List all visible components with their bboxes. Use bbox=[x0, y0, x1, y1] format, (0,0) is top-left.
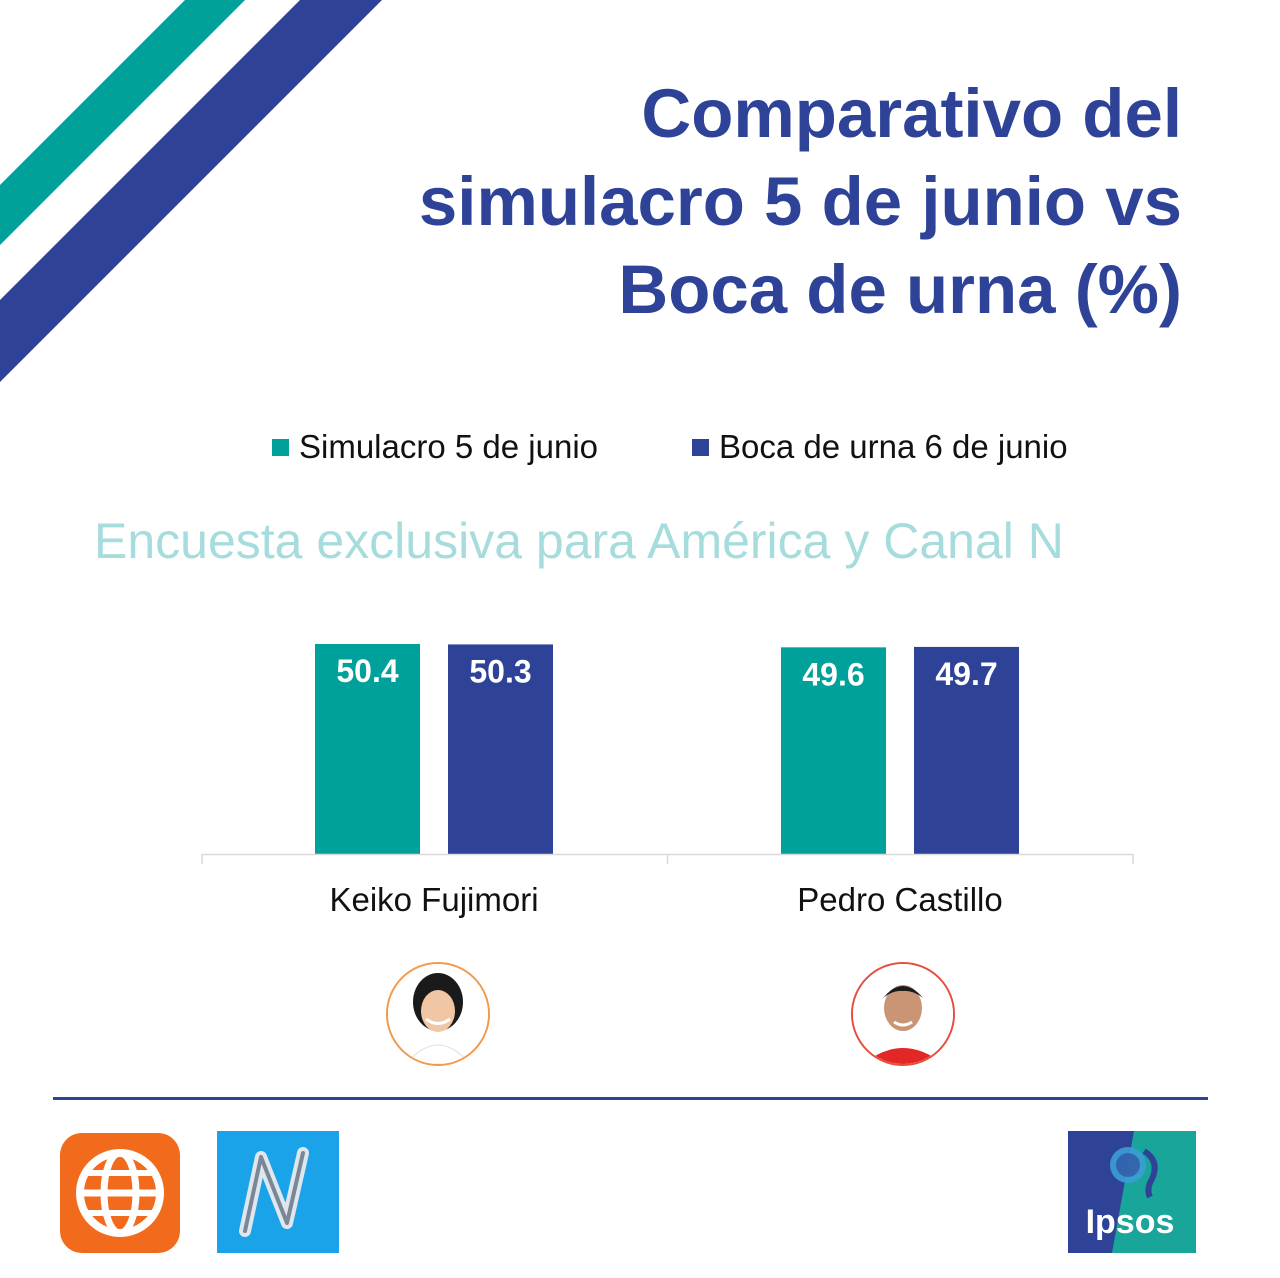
chart-title: Comparativo del simulacro 5 de junio vs … bbox=[282, 70, 1182, 334]
data-label: 49.7 bbox=[935, 656, 997, 692]
legend-item-boca-de-urna: Boca de urna 6 de junio bbox=[692, 428, 1068, 466]
decorative-stripes bbox=[0, 0, 382, 382]
globe-icon bbox=[60, 1133, 180, 1253]
teal-stripe bbox=[0, 0, 245, 245]
title-line-2: simulacro 5 de junio vs bbox=[418, 163, 1182, 240]
bar-chart: 50.4 50.3 Keiko Fujimori 49.6 49.7 Pedro Cast… bbox=[201, 644, 1134, 918]
candidate-portrait-icon bbox=[851, 962, 955, 1066]
data-label: 49.6 bbox=[802, 656, 864, 692]
bar-simulacro-fujimori bbox=[315, 644, 420, 854]
legend-label-boca-de-urna: Boca de urna 6 de junio bbox=[719, 428, 1068, 465]
canal-n-logo bbox=[217, 1131, 339, 1258]
ipsos-logo: Ipsos bbox=[1068, 1131, 1196, 1258]
bar-simulacro-castillo bbox=[781, 647, 886, 854]
legend-label-simulacro: Simulacro 5 de junio bbox=[299, 428, 598, 465]
x-tick-label: Pedro Castillo bbox=[797, 881, 1002, 918]
x-tick-label: Keiko Fujimori bbox=[329, 881, 538, 918]
legend-swatch-boca-de-urna bbox=[692, 438, 709, 456]
ipsos-wordmark: Ipsos bbox=[1086, 1203, 1175, 1241]
chart-legend: Simulacro 5 de junio Boca de urna 6 de j… bbox=[0, 428, 1280, 472]
data-label: 50.3 bbox=[469, 653, 531, 689]
footer-divider bbox=[53, 1097, 1208, 1100]
america-logo bbox=[58, 1131, 182, 1260]
n-letter-icon bbox=[217, 1131, 339, 1253]
title-line-3: Boca de urna (%) bbox=[618, 251, 1182, 328]
subtitle: Encuesta exclusiva para América y Canal … bbox=[94, 513, 1064, 569]
legend-swatch-simulacro bbox=[272, 438, 289, 456]
navy-stripe bbox=[0, 0, 382, 382]
legend-item-simulacro: Simulacro 5 de junio bbox=[272, 428, 598, 466]
candidate-portrait-icon bbox=[386, 962, 490, 1066]
bar-boca-de-urna-fujimori bbox=[448, 644, 553, 854]
title-line-1: Comparativo del bbox=[641, 75, 1182, 152]
data-label: 50.4 bbox=[336, 653, 398, 689]
bar-boca-de-urna-castillo bbox=[914, 646, 1019, 854]
